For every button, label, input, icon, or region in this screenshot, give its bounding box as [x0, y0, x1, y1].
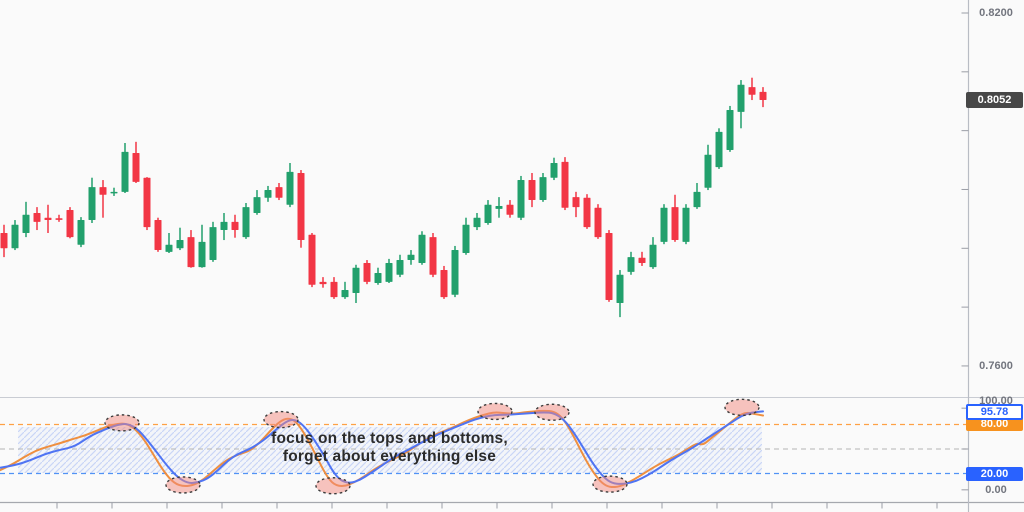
candle-body	[143, 177, 151, 228]
candle-body	[220, 221, 228, 231]
candle-body	[99, 187, 107, 195]
highlight-ellipse	[534, 403, 570, 421]
candle-body	[506, 204, 514, 215]
candle-body	[0, 232, 8, 249]
candle-body	[671, 207, 679, 241]
stoch-slow-blue-line	[0, 410, 764, 485]
candle-body	[605, 232, 613, 301]
stoch-current-value-badge: 95.78	[966, 404, 1023, 420]
candle-body	[264, 190, 272, 198]
candle-body	[275, 187, 283, 198]
candle-body	[132, 152, 140, 182]
candle-body	[253, 197, 261, 213]
highlight-ellipse	[315, 477, 351, 495]
candle-body	[682, 207, 690, 242]
candle-body	[385, 262, 393, 282]
highlight-ellipses-layer	[104, 398, 760, 495]
candle-body	[286, 171, 294, 205]
candle-body	[187, 237, 195, 268]
candle-body	[572, 197, 580, 208]
candle-body	[352, 267, 360, 293]
candle-body	[440, 270, 448, 298]
stoch-axis-label-0: 0.00	[985, 484, 1007, 496]
price-axis-label-bottom: 0.7600	[979, 360, 1013, 372]
candle-body	[451, 250, 459, 295]
candle-body	[297, 172, 305, 241]
candle-body	[341, 290, 349, 298]
candle-body	[209, 227, 217, 261]
candle-body	[462, 224, 470, 253]
candle-body	[484, 204, 492, 223]
stoch-upper-band-badge: 80.00	[966, 417, 1023, 431]
candle-body	[396, 260, 404, 275]
candle-body	[121, 151, 129, 192]
candle-body	[495, 205, 503, 209]
highlight-ellipse	[477, 402, 513, 421]
candle-body	[539, 177, 547, 201]
candle-body	[759, 91, 767, 101]
highlight-ellipse	[592, 475, 628, 493]
candle-body	[66, 210, 74, 238]
candle-body	[330, 281, 338, 298]
candle-body	[33, 212, 41, 222]
candle-body	[22, 214, 30, 233]
candle-body	[242, 207, 250, 238]
price-axis-label-top: 0.8200	[979, 7, 1013, 19]
highlight-ellipse	[263, 410, 299, 429]
candle-body	[528, 180, 536, 201]
candle-body	[418, 234, 426, 263]
highlight-ellipse	[104, 414, 140, 432]
candle-body	[726, 110, 734, 151]
price-axis-gutter[interactable]	[969, 0, 1024, 512]
candle-body	[319, 281, 327, 285]
candle-body	[231, 221, 239, 231]
candle-body	[616, 274, 624, 303]
annotation-text: focus on the tops and bottoms, forget ab…	[232, 430, 547, 466]
candle-body	[473, 217, 481, 228]
candle-body	[594, 207, 602, 238]
stoch-fast-orange-line	[0, 409, 764, 489]
candle-body	[715, 131, 723, 168]
candle-body	[55, 218, 63, 220]
candle-body	[429, 237, 437, 275]
candle-body	[176, 240, 184, 249]
candle-body	[374, 272, 382, 283]
highlight-ellipse	[165, 476, 201, 494]
annotation-line-1: focus on the tops and bottoms,	[271, 430, 508, 447]
candle-body	[363, 262, 371, 282]
annotation-line-2: forget about everything else	[282, 448, 497, 465]
candle-body	[583, 197, 591, 228]
candle-body	[88, 187, 96, 221]
candle-body	[748, 87, 756, 95]
candle-body	[638, 257, 646, 263]
candle-body	[77, 220, 85, 245]
candle-body	[660, 207, 668, 242]
candle-body	[110, 191, 118, 194]
candle-body	[550, 162, 558, 178]
candle-body	[561, 161, 569, 208]
stoch-lower-band-badge: 20.00	[966, 467, 1023, 481]
candle-body	[517, 180, 525, 218]
candle-body	[154, 220, 162, 251]
candle-body	[165, 244, 173, 252]
candle-body	[198, 241, 206, 268]
candle-body	[407, 254, 415, 261]
candle-body	[308, 234, 316, 285]
current-price-badge: 0.8052	[966, 92, 1023, 108]
candle-body	[649, 244, 657, 268]
candle-body	[44, 217, 52, 221]
candle-body	[704, 154, 712, 188]
candle-body	[737, 84, 745, 112]
highlight-ellipse	[724, 398, 760, 417]
candle-body	[693, 191, 701, 208]
candle-body	[627, 257, 635, 272]
stoch-lines-layer	[0, 409, 764, 489]
candles-layer	[0, 77, 767, 318]
candle-body	[11, 224, 19, 249]
